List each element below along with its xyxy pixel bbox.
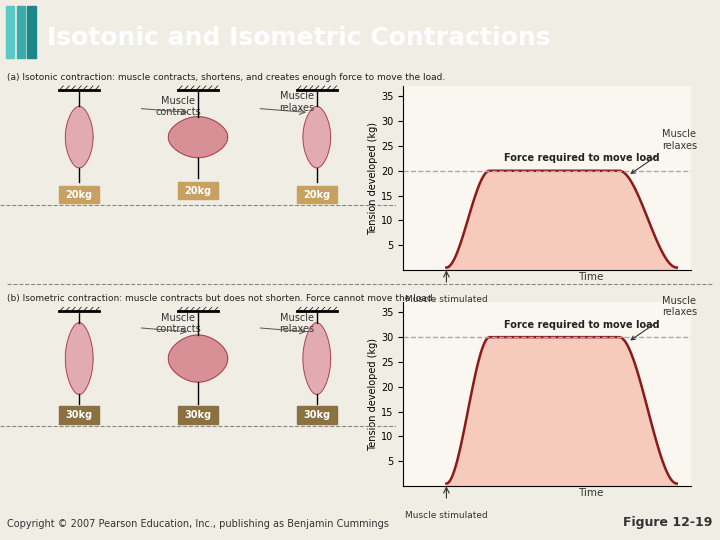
Text: 20kg: 20kg bbox=[303, 190, 330, 200]
Text: Time: Time bbox=[577, 273, 603, 282]
Bar bbox=[297, 406, 337, 424]
Text: 30kg: 30kg bbox=[303, 410, 330, 420]
Polygon shape bbox=[168, 117, 228, 158]
Text: Copyright © 2007 Pearson Education, Inc., publishing as Benjamin Cummings: Copyright © 2007 Pearson Education, Inc.… bbox=[7, 519, 389, 529]
Text: 30kg: 30kg bbox=[66, 410, 93, 420]
Text: (b) Isometric contraction: muscle contracts but does not shorten. Force cannot m: (b) Isometric contraction: muscle contra… bbox=[7, 294, 436, 303]
Bar bbox=[60, 406, 99, 424]
Text: Muscle
contracts: Muscle contracts bbox=[156, 313, 201, 334]
Text: Muscle
relaxes: Muscle relaxes bbox=[631, 296, 698, 340]
Bar bbox=[27, 6, 36, 58]
Y-axis label: Tension developed (kg): Tension developed (kg) bbox=[368, 338, 378, 451]
Text: Muscle
relaxes: Muscle relaxes bbox=[279, 313, 315, 334]
Bar bbox=[6, 6, 14, 58]
Text: Force required to move load: Force required to move load bbox=[504, 320, 660, 330]
Text: Figure 12-19: Figure 12-19 bbox=[624, 516, 713, 529]
Bar bbox=[297, 186, 337, 203]
Bar bbox=[17, 6, 25, 58]
Text: Muscle stimulated: Muscle stimulated bbox=[405, 295, 487, 304]
Text: Muscle
relaxes: Muscle relaxes bbox=[279, 91, 315, 113]
Bar bbox=[179, 406, 218, 424]
Text: 30kg: 30kg bbox=[184, 410, 212, 420]
Bar bbox=[60, 186, 99, 203]
Text: Muscle
relaxes: Muscle relaxes bbox=[631, 129, 698, 173]
Polygon shape bbox=[66, 323, 93, 394]
Polygon shape bbox=[66, 106, 93, 168]
Text: Muscle
contracts: Muscle contracts bbox=[156, 96, 201, 117]
Text: Isotonic and Isometric Contractions: Isotonic and Isometric Contractions bbox=[47, 25, 550, 50]
Polygon shape bbox=[303, 323, 330, 394]
Text: 20kg: 20kg bbox=[66, 190, 93, 200]
Bar bbox=[179, 183, 218, 199]
Text: 20kg: 20kg bbox=[184, 186, 212, 195]
Text: Force required to move load: Force required to move load bbox=[504, 153, 660, 163]
Polygon shape bbox=[168, 335, 228, 382]
Text: Time: Time bbox=[577, 489, 603, 498]
Polygon shape bbox=[303, 106, 330, 168]
Text: Muscle stimulated: Muscle stimulated bbox=[405, 511, 487, 520]
Text: (a) Isotonic contraction: muscle contracts, shortens, and creates enough force t: (a) Isotonic contraction: muscle contrac… bbox=[7, 73, 446, 82]
Y-axis label: Tension developed (kg): Tension developed (kg) bbox=[368, 122, 378, 235]
